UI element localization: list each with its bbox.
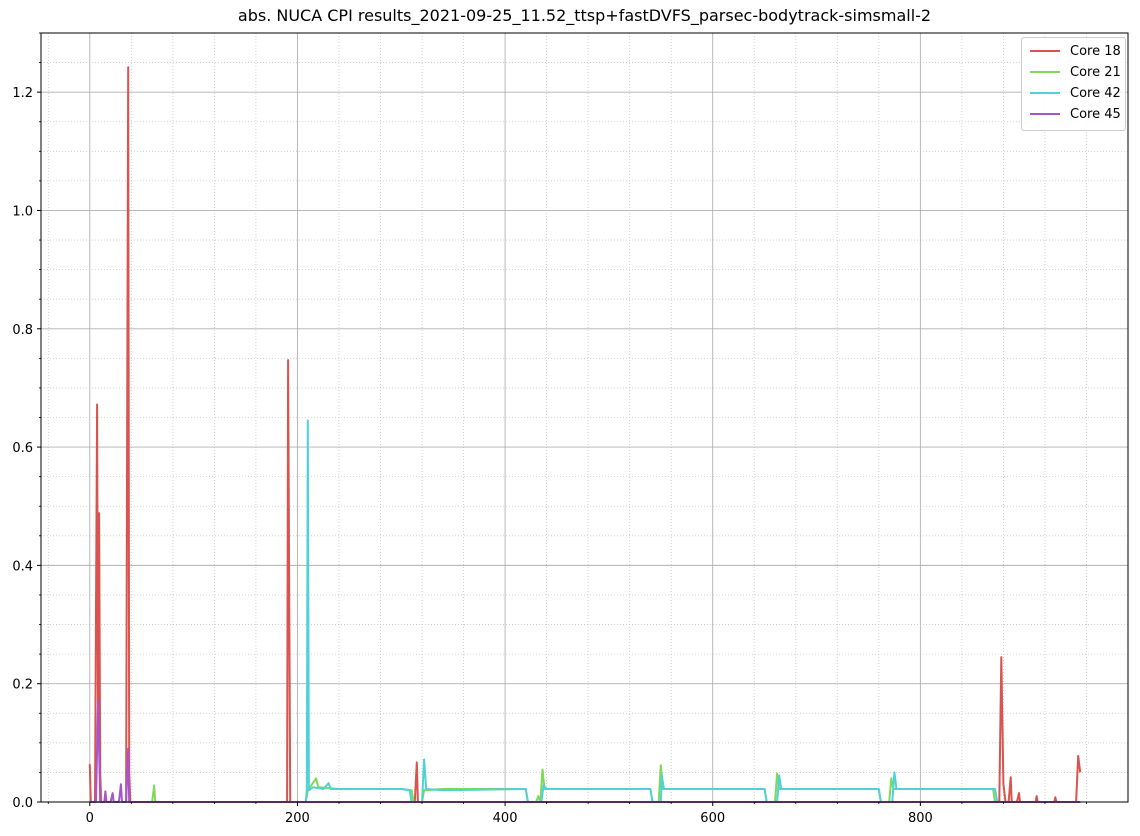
- y-tick-label: 0.0: [12, 796, 33, 811]
- legend-swatch: [1030, 92, 1060, 94]
- y-tick-label: 0.6: [12, 441, 33, 456]
- legend-swatch: [1030, 113, 1060, 115]
- y-tick-label: 0.4: [12, 559, 33, 574]
- legend-item-core-18: Core 18: [1030, 42, 1121, 60]
- legend-item-core-45: Core 45: [1030, 105, 1121, 123]
- series-line-core-21: [151, 764, 1081, 803]
- legend-swatch: [1030, 71, 1060, 73]
- legend-label: Core 18: [1070, 43, 1121, 59]
- x-tick-label: 600: [700, 811, 725, 826]
- series-layer: [88, 66, 1082, 803]
- y-tick-label: 1.2: [12, 86, 33, 101]
- x-tick-label: 0: [86, 811, 94, 826]
- series-line-core-18: [88, 66, 1082, 803]
- x-tick-label: 400: [493, 811, 518, 826]
- legend-label: Core 42: [1070, 85, 1121, 101]
- legend-label: Core 21: [1070, 64, 1121, 80]
- series-line-core-45: [89, 699, 1081, 803]
- x-tick-label: 800: [908, 811, 933, 826]
- y-tick-label: 0.8: [12, 323, 33, 338]
- y-tick-label: 0.2: [12, 678, 33, 693]
- legend-swatch: [1030, 50, 1060, 52]
- x-tick-label: 200: [285, 811, 310, 826]
- series-line-core-42: [89, 419, 1081, 803]
- chart-title: abs. NUCA CPI results_2021-09-25_11.52_t…: [237, 6, 932, 25]
- legend: Core 18 Core 21 Core 42 Core 45: [1021, 37, 1126, 131]
- legend-label: Core 45: [1070, 106, 1121, 122]
- ticks-layer: 0 200 400 600 800 0.0 0.2 0.4 0.6 0.8 1.0 1.2: [12, 32, 1087, 826]
- grid-layer: [41, 32, 1128, 803]
- legend-item-core-21: Core 21: [1030, 63, 1121, 81]
- legend-item-core-42: Core 42: [1030, 84, 1121, 102]
- y-tick-label: 1.0: [12, 204, 33, 219]
